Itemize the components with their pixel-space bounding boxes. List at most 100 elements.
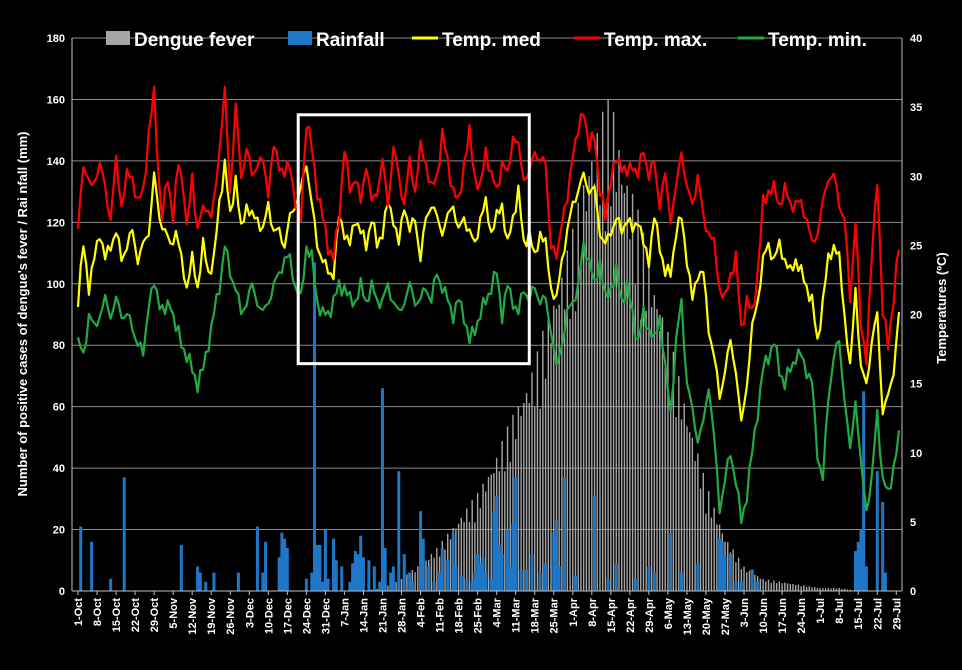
dengue-bar bbox=[577, 202, 579, 591]
dengue-bar bbox=[792, 583, 794, 591]
dengue-bar bbox=[520, 415, 522, 591]
dengue-bar bbox=[708, 491, 710, 591]
dengue-bar bbox=[525, 393, 528, 591]
dengue-bar bbox=[476, 492, 479, 591]
dengue-bar bbox=[640, 319, 642, 591]
dengue-bar bbox=[547, 315, 550, 591]
rainfall-bar bbox=[508, 566, 512, 591]
dengue-bar bbox=[498, 471, 501, 591]
x-tick-label: 4-Feb bbox=[416, 598, 428, 628]
rainfall-bar bbox=[720, 541, 724, 591]
rainfall-bar bbox=[883, 572, 887, 591]
dengue-bar bbox=[490, 474, 492, 591]
highlight-box bbox=[296, 113, 531, 366]
x-tick-label: 7-Jan bbox=[339, 598, 351, 627]
dengue-bar bbox=[601, 111, 604, 592]
dengue-bar bbox=[430, 554, 433, 591]
rainfall-bar bbox=[554, 520, 558, 591]
dengue-bar bbox=[778, 581, 781, 591]
rainfall-bar bbox=[321, 581, 325, 591]
x-tick-label: 10-Dec bbox=[263, 598, 275, 634]
dengue-bar bbox=[623, 193, 626, 591]
rainfall-bar bbox=[451, 532, 455, 591]
x-tick-label: 22-Oct bbox=[130, 598, 142, 633]
dengue-bar bbox=[563, 309, 566, 591]
dengue-bar bbox=[697, 453, 699, 591]
dengue-bar bbox=[835, 588, 838, 591]
dengue-bar bbox=[642, 232, 645, 592]
y-right-tick-label: 15 bbox=[910, 379, 922, 391]
y-left-tick-label: 60 bbox=[53, 402, 65, 414]
rainfall-bar bbox=[372, 566, 376, 591]
x-tick-label: 17-Dec bbox=[282, 598, 294, 634]
dengue-bar bbox=[833, 587, 835, 591]
dengue-bar bbox=[748, 570, 751, 591]
dengue-bar bbox=[558, 304, 560, 591]
dengue-bar bbox=[737, 557, 740, 591]
rainfall-bar bbox=[332, 538, 336, 591]
x-tick-label: 3-Dec bbox=[244, 598, 256, 628]
rainfall-bar bbox=[315, 544, 319, 591]
rainfall-bar bbox=[481, 557, 485, 591]
dengue-bar bbox=[436, 547, 438, 591]
x-tick-label: 18-Feb bbox=[454, 598, 466, 634]
dengue-bar bbox=[634, 284, 637, 591]
rainfall-bar bbox=[859, 529, 863, 591]
dengue-bar bbox=[675, 417, 677, 591]
rainfall-bar bbox=[323, 529, 327, 591]
dengue-bar bbox=[808, 586, 810, 591]
dengue-bar bbox=[376, 588, 378, 591]
dengue-bar bbox=[544, 378, 547, 591]
rainfall-bar bbox=[277, 557, 281, 591]
temp-max-line bbox=[76, 85, 901, 366]
dengue-bar bbox=[553, 305, 555, 591]
rainfall-bar bbox=[593, 495, 597, 591]
dengue-bar bbox=[596, 133, 598, 591]
x-tick-label: 15-Oct bbox=[111, 598, 123, 633]
dengue-bar bbox=[471, 499, 473, 591]
dengue-bar bbox=[767, 579, 770, 591]
x-tick-label: 24-Jun bbox=[796, 598, 808, 634]
dengue-bar bbox=[449, 539, 452, 591]
dengue-bar bbox=[517, 406, 520, 591]
dengue-bar bbox=[843, 588, 846, 591]
dengue-bar bbox=[406, 574, 408, 591]
x-tick-label: 13-May bbox=[682, 597, 694, 635]
dengue-bar bbox=[550, 343, 552, 591]
rainfall-bar bbox=[419, 511, 423, 591]
y-left-tick-label: 80 bbox=[53, 340, 65, 352]
y-right-tick-label: 20 bbox=[910, 310, 922, 322]
dengue-bar bbox=[824, 588, 827, 591]
rainfall-bar bbox=[525, 569, 529, 591]
dengue-bar bbox=[433, 557, 435, 591]
dengue-bar bbox=[425, 560, 427, 591]
x-tick-label: 22-Jul bbox=[872, 598, 884, 630]
y-left-tick-label: 160 bbox=[47, 94, 65, 106]
dengue-bar bbox=[539, 408, 541, 591]
dengue-bar bbox=[485, 491, 487, 591]
dengue-bar bbox=[621, 184, 623, 591]
dengue-bar bbox=[775, 583, 778, 591]
dengue-bar bbox=[713, 507, 715, 591]
y-right-tick-label: 30 bbox=[910, 171, 922, 183]
y-left-tick-label: 20 bbox=[53, 525, 65, 537]
dengue-bar bbox=[566, 250, 569, 592]
rainfall-bar bbox=[476, 554, 480, 591]
y-left-tick-label: 40 bbox=[53, 463, 65, 475]
dengue-bar bbox=[688, 432, 691, 591]
rainfall-bar bbox=[470, 581, 474, 591]
rainfall-bar bbox=[383, 547, 387, 591]
dengue-bar bbox=[582, 185, 585, 591]
dengue-bar bbox=[683, 403, 685, 591]
rainfall-bar bbox=[718, 538, 722, 591]
rainfall-bar bbox=[506, 529, 510, 591]
dengue-bar bbox=[659, 331, 661, 591]
x-tick-label: 21-Jan bbox=[378, 598, 390, 633]
dengue-bar bbox=[694, 461, 696, 591]
rainfall-bar bbox=[530, 554, 534, 591]
rainfall-bar bbox=[285, 547, 289, 591]
x-tick-label: 1-Apr bbox=[568, 597, 580, 626]
dengue-bar bbox=[610, 206, 612, 591]
rainfall-bar bbox=[680, 572, 684, 591]
x-tick-label: 12-Nov bbox=[187, 597, 199, 635]
